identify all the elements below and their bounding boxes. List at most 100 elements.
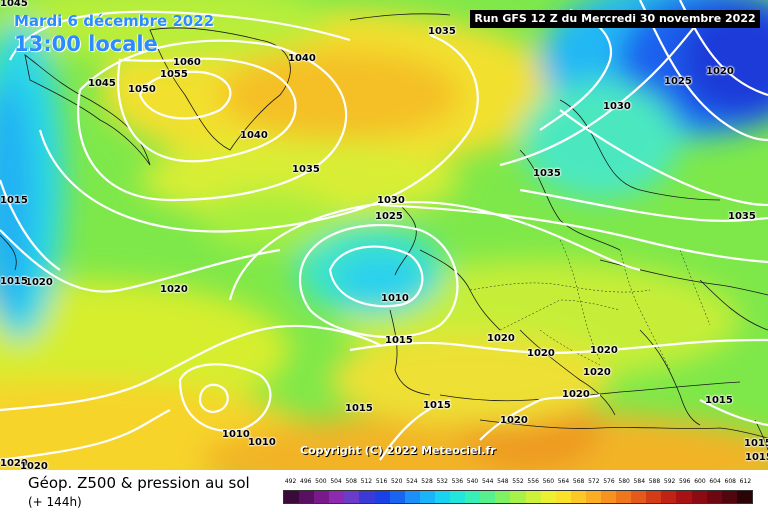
isobar-label: 1020: [562, 389, 590, 400]
scale-tick-label: 500: [315, 478, 327, 485]
scale-swatch: [299, 491, 315, 503]
scale-swatch: [631, 491, 647, 503]
scale-swatch: [616, 491, 632, 503]
scale-tick-label: 524: [406, 478, 418, 485]
scale-tick-label: 552: [512, 478, 524, 485]
run-info-banner: Run GFS 12 Z du Mercredi 30 novembre 202…: [470, 10, 760, 28]
isobar-label: 1020: [583, 367, 611, 378]
forecast-time: 13:00 locale: [14, 32, 158, 56]
isobar-label: 1010: [248, 437, 276, 448]
isobar-label: 1035: [728, 211, 756, 222]
scale-tick-label: 596: [679, 478, 691, 485]
scale-swatch: [600, 491, 617, 503]
isobar-label: 1015: [745, 452, 768, 463]
scale-tick-label: 504: [330, 478, 342, 485]
scale-swatch: [661, 491, 677, 503]
isobar-label: 1020: [527, 348, 555, 359]
isobar-label: 1010: [381, 293, 409, 304]
scale-swatch: [691, 491, 707, 503]
scale-tick-label: 572: [588, 478, 600, 485]
isobar-label: 1020: [20, 461, 48, 470]
isobar-label: 1010: [222, 429, 250, 440]
legend-title: Géop. Z500 & pression au sol: [28, 474, 250, 492]
scale-swatch: [329, 491, 345, 503]
scale-swatch: [736, 491, 752, 503]
scale-swatch: [434, 491, 451, 503]
scale-tick-label: 532: [436, 478, 448, 485]
scale-swatch: [450, 491, 466, 503]
isobar-label: 1020: [500, 415, 528, 426]
isobar-label: 1035: [292, 164, 320, 175]
scale-swatch: [314, 491, 330, 503]
scale-swatches: [283, 490, 753, 504]
isobar-label: 1020: [160, 284, 188, 295]
isobar-label: 1045: [0, 0, 28, 9]
scale-swatch: [721, 491, 737, 503]
scale-tick-label: 584: [633, 478, 646, 485]
weather-map: Mardi 6 décembre 2022 13:00 locale Run G…: [0, 0, 768, 470]
scale-swatch: [389, 491, 405, 503]
isobar-label: 1040: [288, 53, 316, 64]
isobar-label: 1015: [385, 335, 413, 346]
legend-footer: Géop. Z500 & pression au sol (+ 144h) 49…: [0, 470, 768, 512]
color-scale: 492 496 500 504 508 512 516 520 524 528 532 536 540 5…: [283, 478, 753, 506]
isobar-label: 1020: [487, 333, 515, 344]
scale-swatch: [525, 491, 541, 503]
scale-tick-label: 576: [603, 478, 615, 485]
scale-swatch: [465, 491, 481, 503]
scale-swatch: [510, 491, 526, 503]
scale-tick-label: 544: [481, 478, 494, 485]
scale-swatch: [585, 491, 601, 503]
scale-tick-label: 556: [527, 478, 539, 485]
isobar-label: 1025: [664, 76, 692, 87]
borders: [469, 239, 711, 371]
isobar-label: 1020: [25, 277, 53, 288]
scale-swatch: [676, 491, 692, 503]
scale-tick-label: 600: [694, 478, 706, 485]
isobar-label: 1015: [0, 276, 28, 287]
scale-tick-label: 540: [466, 478, 479, 485]
isobar-label: 1060: [173, 57, 201, 68]
isobar-label: 1035: [533, 168, 561, 179]
scale-tick-label: 560: [542, 478, 555, 485]
scale-tick-label: 508: [345, 478, 357, 485]
isobar-label: 1015: [423, 400, 451, 411]
scale-swatch: [540, 491, 556, 503]
isobar-label: 1045: [88, 78, 116, 89]
coastlines: [0, 13, 768, 451]
scale-swatch: [284, 491, 300, 503]
scale-swatch: [570, 491, 586, 503]
isobar-label: 1020: [590, 345, 618, 356]
isobar-label: 1015: [705, 395, 733, 406]
scale-tick-label: 564: [557, 478, 570, 485]
scale-tick-label: 588: [648, 478, 661, 485]
scale-tick-label: 608: [724, 478, 736, 485]
scale-tick-label: 592: [663, 478, 676, 485]
isobar-label: 1055: [160, 69, 188, 80]
scale-tick-label: 512: [360, 478, 373, 485]
scale-swatch: [359, 491, 375, 503]
scale-tick-label: 492: [284, 478, 297, 485]
isobar-label: 1025: [375, 211, 403, 222]
scale-swatch: [495, 491, 511, 503]
scale-swatch: [419, 491, 435, 503]
isobar-label: 1015: [345, 403, 373, 414]
isobar-label: 1020: [706, 66, 734, 77]
isobar-label: 1030: [603, 101, 631, 112]
isobar-label: 1015: [744, 438, 768, 449]
scale-tick-label: 528: [421, 478, 433, 485]
scale-tick-label: 496: [300, 478, 312, 485]
scale-tick-label: 520: [390, 478, 403, 485]
scale-swatch: [480, 491, 496, 503]
isobar-label: 1035: [428, 26, 456, 37]
scale-tick-label: 580: [618, 478, 630, 485]
geopotential-field: [0, 0, 768, 470]
scale-tick-label: 516: [375, 478, 388, 485]
legend-subtitle: (+ 144h): [28, 495, 82, 509]
scale-tick-label: 568: [572, 478, 585, 485]
isobar-label: 1050: [128, 84, 156, 95]
scale-tick-label: 536: [451, 478, 464, 485]
scale-swatch: [706, 491, 722, 503]
scale-swatch: [404, 491, 420, 503]
scale-tick-label: 604: [709, 478, 721, 485]
